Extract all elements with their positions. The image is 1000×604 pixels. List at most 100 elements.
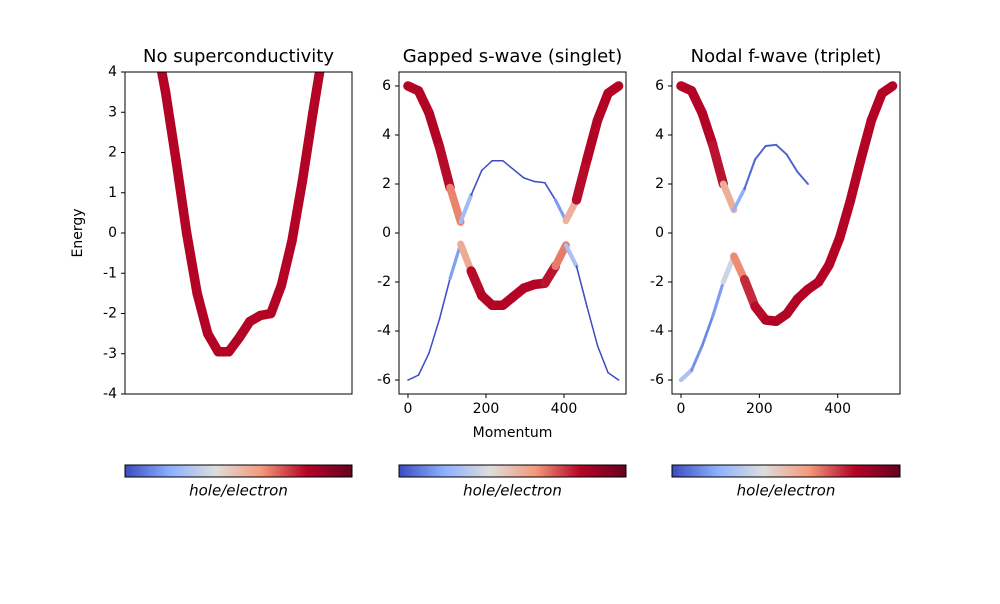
x-tick-label: 200: [746, 401, 773, 417]
y-tick-label: 0: [382, 225, 391, 241]
band-segment: [181, 228, 202, 299]
band-segment: [711, 280, 725, 318]
band-segment: [845, 154, 866, 206]
y-tick-label: 6: [382, 78, 391, 94]
plot-area: [403, 81, 624, 381]
band-segment: [678, 368, 694, 383]
colorbar-label: hole/electron: [189, 482, 288, 500]
band-segment: [512, 168, 525, 179]
band-segment: [856, 115, 877, 165]
band-segment: [732, 187, 747, 212]
y-tick-label: -4: [650, 323, 664, 339]
band-segment: [551, 241, 570, 271]
band-segment: [592, 88, 613, 126]
y-tick-label: 3: [108, 104, 117, 120]
band-segment: [596, 344, 609, 374]
band-segment: [834, 196, 855, 243]
band-segment: [690, 344, 704, 372]
y-tick-label: -2: [377, 274, 391, 290]
y-tick-label: 0: [108, 225, 117, 241]
band-segment: [448, 242, 463, 280]
band-segment: [417, 352, 430, 376]
band-segment: [571, 154, 592, 205]
panel-title: No superconductivity: [143, 46, 334, 67]
band-segment: [480, 159, 493, 172]
band-segment: [533, 180, 546, 184]
band-segment: [877, 81, 898, 99]
colorbar-label: hole/electron: [737, 482, 836, 500]
plot-area: [676, 81, 898, 383]
band-segment: [785, 153, 799, 173]
plot-area: [156, 72, 325, 357]
y-tick-label: 4: [655, 127, 664, 143]
band-segment: [719, 180, 738, 214]
band-segment: [775, 143, 788, 156]
band-segment: [754, 145, 767, 161]
band-segment: [796, 170, 809, 185]
y-tick-label: 2: [382, 176, 391, 192]
band-segment: [457, 240, 475, 275]
y-tick-label: 2: [655, 176, 664, 192]
band-segment: [424, 108, 445, 152]
band-segment: [586, 305, 599, 347]
y-tick-label: -1: [103, 265, 117, 281]
band-segment: [563, 243, 579, 269]
band-segment: [607, 371, 620, 381]
colorbar: [398, 464, 627, 478]
band-segment: [446, 183, 465, 226]
band-segment: [276, 236, 297, 291]
colorbar: [671, 464, 901, 478]
band-segment: [544, 181, 557, 201]
colorbar-label: hole/electron: [463, 482, 562, 500]
band-segment: [603, 81, 624, 99]
panel-title: Nodal f-wave (triplet): [691, 46, 882, 67]
band-segment: [470, 169, 483, 196]
band-segment: [160, 87, 181, 166]
panel-title: Gapped s-wave (singlet): [403, 46, 623, 67]
x-axis-label: Momentum: [473, 425, 553, 441]
y-tick-label: -6: [650, 372, 664, 388]
band-segment: [866, 88, 887, 126]
band-segment: [308, 72, 325, 117]
y-tick-label: 0: [655, 225, 664, 241]
band-segment: [708, 140, 728, 189]
band-segment: [739, 275, 760, 312]
band-segment: [266, 280, 287, 319]
y-tick-label: -6: [377, 372, 391, 388]
band-segment: [501, 159, 515, 171]
y-tick-label: 2: [108, 145, 117, 161]
y-axis-label: Energy: [70, 208, 86, 257]
x-tick-label: 0: [677, 401, 686, 417]
y-tick-label: 4: [108, 64, 117, 80]
y-tick-label: -2: [103, 306, 117, 322]
band-segment: [297, 107, 318, 186]
band-segment: [700, 314, 715, 348]
band-segment: [171, 155, 192, 238]
y-tick-label: -4: [377, 323, 391, 339]
band-segment: [434, 142, 455, 193]
colorbar: [124, 464, 353, 478]
band-segment: [523, 177, 536, 183]
x-tick-label: 400: [551, 401, 578, 417]
band-segment: [582, 115, 603, 165]
y-tick-label: 1: [108, 185, 117, 201]
band-segment: [192, 288, 213, 339]
band-segment: [156, 72, 171, 97]
y-tick-label: 6: [655, 78, 664, 94]
band-segment: [697, 108, 718, 150]
y-tick-label: -2: [650, 274, 664, 290]
band-segment: [438, 277, 451, 320]
y-tick-label: -4: [103, 386, 117, 402]
x-tick-label: 0: [404, 401, 413, 417]
band-segment: [407, 374, 420, 381]
y-tick-label: 4: [382, 127, 391, 143]
band-segment: [764, 143, 778, 147]
x-tick-label: 200: [473, 401, 500, 417]
band-segment: [824, 233, 845, 270]
band-segment: [287, 175, 308, 246]
y-tick-label: -3: [103, 346, 117, 362]
band-segment: [428, 318, 441, 354]
band-segment: [458, 193, 474, 224]
